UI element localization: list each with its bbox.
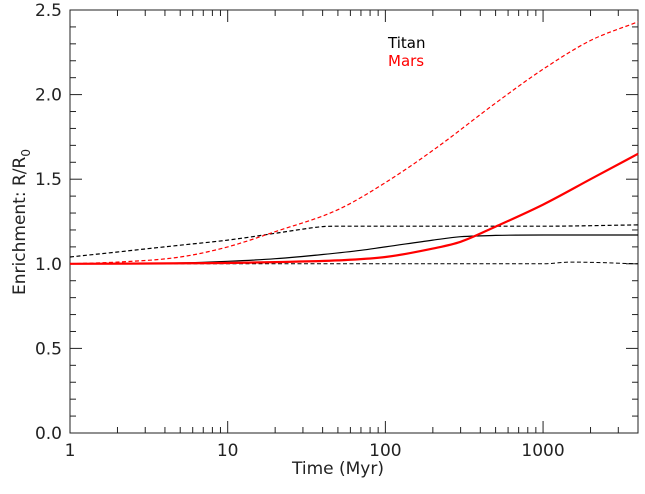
plot-frame <box>69 9 639 434</box>
x-tick-label: 100 <box>369 441 401 461</box>
series-line-3 <box>69 152 639 265</box>
y-tick-label: 2.5 <box>35 1 62 21</box>
y-tick-label: 0.0 <box>35 424 62 444</box>
axis-tick-labels: 1 10 100 1000 0.0 0.5 1.0 1.5 2.0 2.5 <box>35 1 565 461</box>
series-line-1 <box>69 224 639 258</box>
y-axis-title-main: Enrichment: R/R <box>10 156 30 294</box>
x-tick-label: 1 <box>65 441 76 461</box>
legend: Titan Mars <box>387 34 425 70</box>
x-tick-label: 10 <box>217 441 239 461</box>
y-tick-label: 1.0 <box>35 255 62 275</box>
series-line-4 <box>69 21 639 265</box>
series-line-0 <box>69 234 638 265</box>
x-tick-label: 1000 <box>521 441 564 461</box>
series-line-2 <box>69 261 639 265</box>
x-axis-title: Time (Myr) <box>291 459 384 479</box>
axis-ticks <box>69 9 639 434</box>
series-layer <box>69 21 639 265</box>
y-tick-label: 1.5 <box>35 170 62 190</box>
legend-entry-mars: Mars <box>388 52 424 70</box>
y-axis-title-subscript: 0 <box>19 149 33 157</box>
y-axis-title: Enrichment: R/R0 <box>10 149 33 295</box>
legend-entry-titan: Titan <box>387 34 425 52</box>
y-tick-label: 2.0 <box>35 86 62 106</box>
y-tick-label: 0.5 <box>35 339 62 359</box>
svg-text:Enrichment: R/R0: Enrichment: R/R0 <box>10 149 33 295</box>
